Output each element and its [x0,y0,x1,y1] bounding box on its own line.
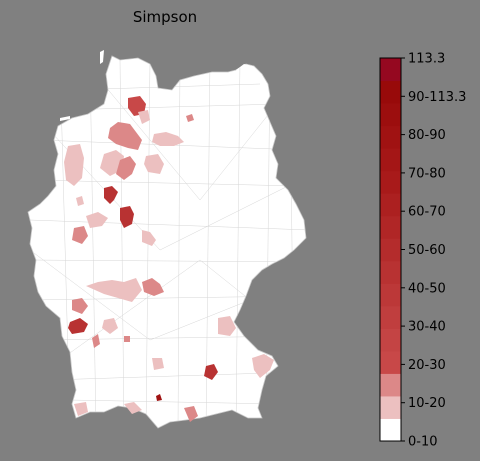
map-title: Simpson [133,8,197,26]
district [156,394,162,401]
district [152,358,164,370]
district [116,156,136,180]
colorbar-tick-label: 10-20 [408,396,446,411]
colorbar-tick-label: 60-70 [408,205,446,220]
colorbar-tick-label: 40-50 [408,281,446,296]
colorbar: 113.3 90-113.3 80-90 70-80 60-70 50-60 40-50 30… [379,52,466,450]
colorbar-bin [380,215,401,239]
district [86,212,108,228]
island-sylt [100,50,104,64]
district [74,402,88,416]
district [72,226,88,244]
district [68,318,88,334]
district [120,206,134,228]
colorbar-bin [380,148,401,172]
district [86,278,142,302]
colorbar-tick-label: 90-113.3 [408,90,466,105]
district [142,230,156,246]
district [204,364,218,380]
island-north-sea [60,116,70,121]
colorbar-tick-label: 0-10 [408,435,438,450]
district [218,316,236,336]
district [76,196,84,206]
colorbar-bin [380,395,401,419]
district [144,154,164,174]
colorbar-bin [380,125,401,149]
colorbar-tick-label: 50-60 [408,243,446,258]
germany-map [27,50,307,429]
colorbar-bin [380,170,401,194]
district [152,132,184,146]
district [124,336,130,342]
colorbar-bin [380,80,401,104]
district [64,144,84,186]
colorbar-tick-label: 80-90 [408,128,446,143]
colorbar-bin [380,260,401,284]
colorbar-tick-label: 113.3 [408,52,445,67]
district [72,298,88,314]
colorbar-ticks: 113.3 90-113.3 80-90 70-80 60-70 50-60 40-50 30… [401,52,466,450]
colorbar-bin [380,103,401,127]
district [108,122,142,150]
colorbar-bin [380,193,401,217]
colorbar-bin [380,350,401,374]
district [138,110,150,124]
district [102,318,118,334]
colorbar-tick-label: 20-30 [408,358,446,373]
colorbar-tick-label: 30-40 [408,320,446,335]
colorbar-bin [380,238,401,262]
district [92,334,100,348]
district [128,96,146,116]
colorbar-bins [380,58,401,442]
colorbar-bin [380,328,401,352]
highlighted-districts [64,96,274,422]
district [104,186,118,204]
district [186,114,194,122]
district [252,354,274,378]
colorbar-tick-label: 70-80 [408,166,446,181]
district [124,402,142,414]
colorbar-bin [380,58,401,82]
colorbar-bin [380,418,401,442]
colorbar-bin [380,283,401,307]
colorbar-bin [380,305,401,329]
district [142,278,164,296]
colorbar-bin [380,373,401,397]
district [184,406,198,422]
